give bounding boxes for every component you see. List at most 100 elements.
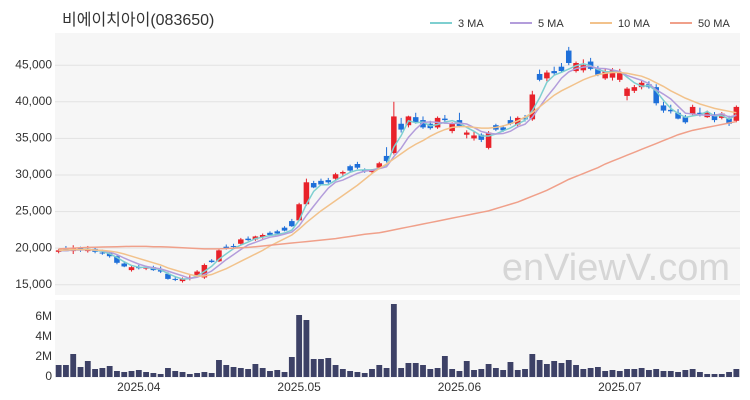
candle-body (267, 232, 273, 235)
y-tick-label: 15,000 (15, 277, 52, 291)
chart-title: 비에이치아이(083650) (62, 11, 214, 29)
volume-bar (616, 371, 623, 377)
candle-body (689, 106, 696, 115)
candle-body (157, 270, 164, 272)
volume-bar (92, 369, 98, 377)
candle-body (165, 273, 171, 279)
volume-bar (252, 364, 259, 377)
candle-body (354, 164, 361, 168)
volume-bar (675, 372, 681, 377)
candle-body (573, 63, 579, 72)
volume-bar (449, 369, 456, 377)
x-tick-label: 2025.05 (277, 380, 321, 394)
volume-bar (347, 371, 354, 377)
legend: 3 MA 5 MA 10 MA 50 MA (430, 18, 730, 30)
candle-body (682, 117, 689, 123)
volume-bar (726, 372, 732, 377)
candle-body (310, 183, 317, 188)
volume-bar (230, 367, 237, 377)
candle-body (616, 72, 623, 80)
volume-bar (624, 369, 630, 377)
volume-bar (245, 369, 252, 377)
volume-bar (405, 363, 412, 377)
y-tick-label: 0 (45, 369, 52, 383)
candle-body (172, 278, 179, 280)
candle-body (529, 94, 536, 120)
candle-body (332, 174, 339, 179)
volume-bar (536, 360, 543, 377)
volume-bar (216, 360, 222, 377)
volume-bar (514, 370, 521, 377)
volume-bar (631, 369, 638, 377)
candle-body (558, 66, 565, 72)
candle-body (631, 87, 638, 91)
candle-body (325, 180, 332, 183)
candle-body (281, 227, 288, 231)
candle-body (624, 88, 630, 96)
volume-bar (157, 374, 164, 377)
volume-bar (274, 370, 281, 377)
candle-body (238, 239, 244, 244)
candle-body (114, 256, 120, 263)
volume-bar (128, 371, 135, 377)
volume-bar (602, 371, 609, 377)
volume-bar (471, 370, 477, 377)
volume-bar (143, 372, 150, 377)
y-tick-label: 30,000 (15, 167, 52, 181)
volume-bar (303, 320, 310, 377)
volume-bar (223, 365, 230, 377)
x-tick-label: 2025.04 (117, 380, 161, 394)
volume-bar (718, 374, 725, 377)
volume-bar (485, 364, 492, 377)
candle-body (726, 118, 732, 124)
volume-bar (55, 365, 62, 377)
volume-bar (121, 372, 128, 377)
candle-body (376, 163, 383, 168)
candle-body (245, 238, 251, 241)
candle-body (675, 112, 681, 119)
volume-bar (150, 373, 157, 377)
volume-bar (361, 373, 368, 377)
volume-bar (551, 361, 558, 377)
volume-bar (427, 369, 434, 377)
volume-bar (369, 369, 375, 377)
candle-body (369, 170, 375, 173)
y-tick-label: 2M (35, 349, 52, 363)
candle-body (697, 112, 703, 115)
candle-body (179, 278, 186, 282)
volume-bar (492, 368, 499, 377)
volume-bar (543, 364, 550, 377)
volume-bar (70, 354, 77, 377)
y-tick-label: 25,000 (15, 204, 52, 218)
volume-bar (558, 363, 565, 377)
candle-body (733, 106, 740, 121)
volume-bar (135, 370, 142, 377)
candle-body (638, 82, 645, 88)
legend-label: 3 MA (458, 18, 484, 30)
candle-body (420, 120, 426, 128)
volume-bar (398, 368, 405, 377)
y-tick-label: 45,000 (15, 57, 52, 71)
volume-bar (259, 368, 266, 377)
volume-bar (711, 374, 718, 377)
legend-label: 5 MA (538, 18, 564, 30)
candle-body (128, 267, 135, 271)
volume-bar (390, 304, 397, 377)
volume-bar (99, 368, 106, 377)
volume-bar (594, 367, 601, 377)
candle-body (398, 123, 404, 130)
volume-bar (580, 369, 587, 377)
candle-body (536, 73, 543, 80)
volume-bar (383, 368, 390, 377)
volume-bar (376, 365, 383, 377)
candle-body (412, 117, 419, 123)
volume-bar (186, 374, 193, 377)
candle-body (565, 50, 572, 64)
candle-body (471, 135, 477, 139)
candle-body (668, 109, 674, 112)
candle-body (595, 68, 601, 75)
volume-bar (609, 370, 616, 377)
volume-bar (179, 372, 186, 377)
volume-bar (84, 361, 91, 377)
